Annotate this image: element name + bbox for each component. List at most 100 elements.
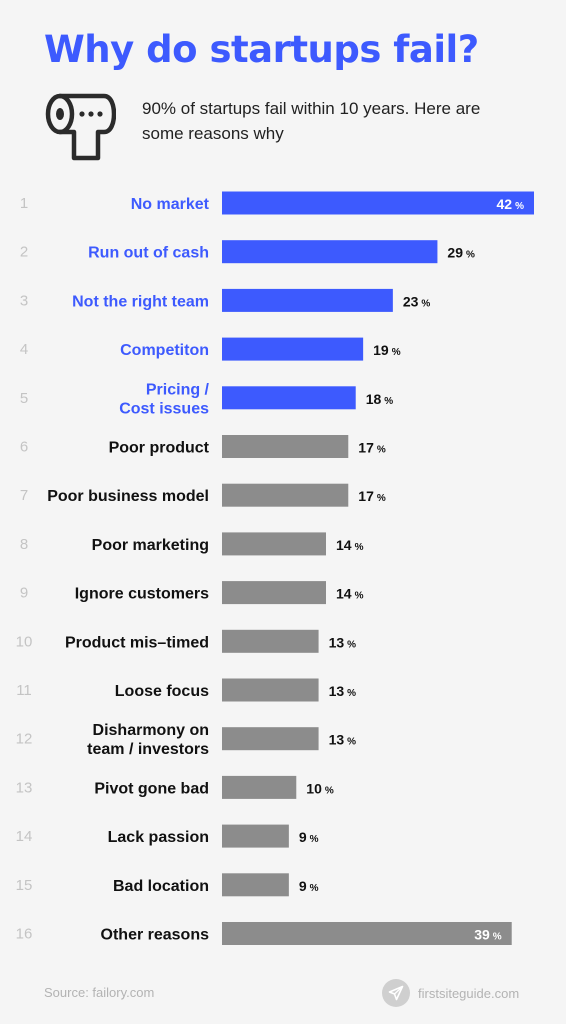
value-unit: % xyxy=(310,834,319,845)
value-unit: % xyxy=(493,932,502,943)
rank-label: 5 xyxy=(20,390,28,407)
category-label: Poor marketing xyxy=(92,537,209,554)
value-number: 23 xyxy=(403,293,419,309)
value-unit: % xyxy=(355,542,364,553)
bar xyxy=(222,629,319,653)
category-label: Other reasons xyxy=(101,927,210,944)
value-label: 9% xyxy=(299,878,319,894)
value-unit: % xyxy=(355,591,364,602)
value-number: 10 xyxy=(306,780,322,796)
rank-label: 3 xyxy=(20,292,28,309)
subtitle: 90% of startups fail within 10 years. He… xyxy=(142,99,481,143)
rank-label: 1 xyxy=(20,195,28,212)
category-label: Poor product xyxy=(109,440,210,457)
category-label: Run out of cash xyxy=(88,245,209,262)
bar xyxy=(222,483,349,507)
value-label: 19% xyxy=(373,342,401,358)
rank-label: 11 xyxy=(16,682,32,699)
category-label: team / investors xyxy=(87,741,209,758)
bar xyxy=(222,288,393,312)
bar xyxy=(222,191,534,215)
value-number: 13 xyxy=(329,634,345,650)
brand-name: firstsiteguide.com xyxy=(418,985,520,1001)
value-number: 19 xyxy=(373,342,389,358)
category-label: Disharmony on xyxy=(93,722,209,739)
bar xyxy=(222,240,438,264)
value-label: 17% xyxy=(358,440,386,456)
category-label: Lack passion xyxy=(108,829,209,846)
bar xyxy=(222,873,289,897)
page-title: Why do startups fail? xyxy=(44,28,479,71)
value-number: 9 xyxy=(299,878,307,894)
category-label: Competiton xyxy=(120,342,209,359)
value-label: 29% xyxy=(447,245,475,261)
rank-label: 7 xyxy=(20,487,28,504)
value-unit: % xyxy=(515,201,524,212)
category-label: Cost issues xyxy=(119,400,209,417)
value-label: 13% xyxy=(329,732,357,748)
bar xyxy=(222,532,326,556)
value-unit: % xyxy=(466,250,475,261)
value-number: 18 xyxy=(366,391,382,407)
value-label: 14% xyxy=(336,537,364,553)
value-label: 10% xyxy=(306,780,334,796)
value-unit: % xyxy=(377,445,386,456)
value-label: 9% xyxy=(299,829,319,845)
bar xyxy=(222,678,319,702)
value-unit: % xyxy=(384,396,393,407)
value-label: 23% xyxy=(403,293,431,309)
rank-label: 2 xyxy=(20,244,28,261)
bar-chart: 1 No market 42 % 2 Run out of cash 29 % 3 Not the… xyxy=(16,191,534,945)
bar xyxy=(222,337,364,361)
value-unit: % xyxy=(421,298,430,309)
bar xyxy=(222,435,349,458)
bar xyxy=(222,727,319,751)
toilet-paper-roll-icon xyxy=(45,93,116,161)
value-unit: % xyxy=(325,785,334,796)
value-number: 14 xyxy=(336,537,352,553)
value-number: 17 xyxy=(358,488,374,504)
value-unit: % xyxy=(347,688,356,699)
rank-label: 8 xyxy=(20,536,28,553)
rank-label: 15 xyxy=(16,877,33,894)
source-credit: Source: failory.com xyxy=(44,985,155,1000)
bar xyxy=(222,775,297,799)
value-label: 39% xyxy=(474,927,502,943)
rank-label: 9 xyxy=(20,585,28,602)
bar xyxy=(222,386,356,410)
bar xyxy=(222,824,289,848)
paper-plane-icon xyxy=(382,979,410,1007)
bar xyxy=(222,922,512,945)
value-number: 14 xyxy=(336,586,352,602)
category-label: Pricing / xyxy=(146,381,210,398)
rank-label: 12 xyxy=(16,731,33,748)
value-number: 13 xyxy=(329,732,345,748)
value-number: 42 xyxy=(497,196,513,212)
category-label: Loose focus xyxy=(115,683,209,700)
rank-label: 4 xyxy=(20,341,28,358)
value-number: 9 xyxy=(299,829,307,845)
value-number: 29 xyxy=(447,245,463,261)
value-label: 13% xyxy=(329,634,357,650)
value-label: 42% xyxy=(497,196,525,212)
rank-label: 6 xyxy=(20,439,28,456)
category-label: Not the right team xyxy=(72,293,209,310)
brand-credit: firstsiteguide.com xyxy=(382,979,519,1007)
value-number: 39 xyxy=(474,927,490,943)
value-unit: % xyxy=(347,639,356,650)
rank-label: 14 xyxy=(16,828,33,845)
value-label: 17% xyxy=(358,488,386,504)
value-label: 14% xyxy=(336,586,364,602)
rank-label: 10 xyxy=(16,633,33,650)
category-label: Product mis–timed xyxy=(65,634,209,651)
rank-label: 16 xyxy=(16,926,33,943)
rank-label: 13 xyxy=(16,779,33,796)
category-label: Bad location xyxy=(113,878,209,895)
value-unit: % xyxy=(392,347,401,358)
value-number: 13 xyxy=(329,683,345,699)
category-label: Poor business model xyxy=(47,488,209,505)
category-label: No market xyxy=(131,196,210,213)
value-unit: % xyxy=(347,737,356,748)
value-unit: % xyxy=(377,493,386,504)
bar xyxy=(222,581,326,605)
